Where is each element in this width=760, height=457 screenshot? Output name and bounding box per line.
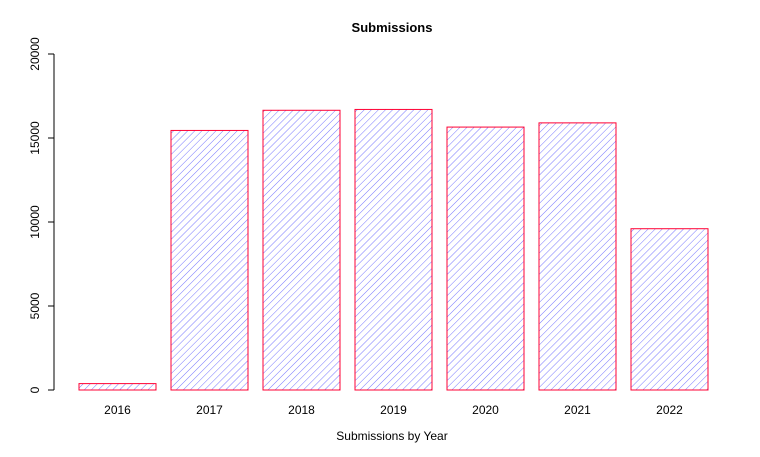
x-tick-label: 2016 bbox=[104, 403, 131, 417]
bar-2018 bbox=[262, 109, 341, 391]
x-tick-label: 2017 bbox=[196, 403, 223, 417]
bars bbox=[78, 108, 709, 391]
bar-2019 bbox=[354, 108, 433, 391]
chart-title: Submissions bbox=[352, 20, 433, 35]
x-tick-label: 2020 bbox=[472, 403, 499, 417]
x-tick-label: 2021 bbox=[564, 403, 591, 417]
bar-2020 bbox=[446, 126, 525, 391]
x-tick-label: 2022 bbox=[656, 403, 683, 417]
y-tick-label: 15000 bbox=[28, 121, 42, 155]
y-tick-label: 0 bbox=[28, 386, 42, 393]
bar-2016 bbox=[78, 383, 157, 391]
x-tick-label: 2019 bbox=[380, 403, 407, 417]
y-axis: 0 5000 10000 15000 20000 bbox=[28, 37, 55, 393]
y-tick-label: 20000 bbox=[28, 37, 42, 71]
y-tick-label: 10000 bbox=[28, 205, 42, 239]
bar-2022 bbox=[630, 228, 709, 391]
x-tick-labels: 2016 2017 2018 2019 2020 2021 2022 bbox=[104, 403, 683, 417]
bar-2021 bbox=[538, 122, 617, 391]
x-axis-label: Submissions by Year bbox=[336, 429, 447, 443]
y-tick-label: 5000 bbox=[28, 292, 42, 319]
bar-2017 bbox=[170, 129, 249, 391]
x-tick-label: 2018 bbox=[288, 403, 315, 417]
